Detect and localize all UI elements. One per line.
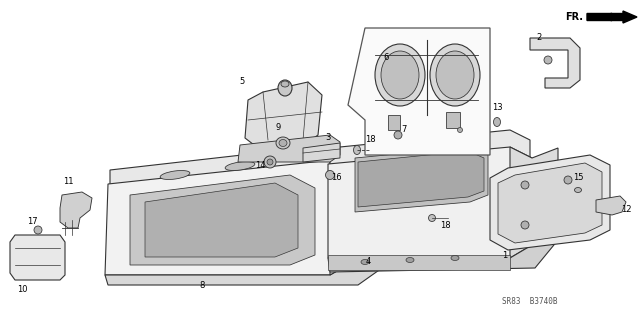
- Text: 4: 4: [365, 257, 371, 266]
- Polygon shape: [145, 183, 298, 257]
- Polygon shape: [245, 82, 322, 148]
- Polygon shape: [348, 28, 490, 155]
- Text: 8: 8: [199, 280, 205, 290]
- Ellipse shape: [406, 257, 414, 263]
- Ellipse shape: [451, 256, 459, 261]
- Text: 5: 5: [239, 78, 244, 86]
- Polygon shape: [446, 112, 460, 128]
- Text: 6: 6: [383, 53, 388, 62]
- Polygon shape: [328, 240, 558, 272]
- Polygon shape: [510, 147, 558, 258]
- Text: 3: 3: [325, 133, 331, 143]
- Polygon shape: [10, 235, 65, 280]
- Text: 7: 7: [401, 125, 406, 135]
- Text: 12: 12: [621, 205, 631, 214]
- Ellipse shape: [281, 81, 289, 87]
- Text: 1: 1: [502, 250, 508, 259]
- Text: 17: 17: [27, 218, 37, 226]
- Text: 10: 10: [17, 286, 28, 294]
- Polygon shape: [530, 38, 580, 88]
- Ellipse shape: [225, 161, 255, 170]
- Ellipse shape: [521, 181, 529, 189]
- Ellipse shape: [375, 44, 425, 106]
- Text: 11: 11: [63, 177, 73, 187]
- Text: FR.: FR.: [565, 12, 583, 22]
- Ellipse shape: [34, 226, 42, 234]
- Text: 15: 15: [573, 174, 583, 182]
- Ellipse shape: [429, 214, 435, 221]
- Ellipse shape: [458, 128, 463, 132]
- Ellipse shape: [564, 176, 572, 184]
- Polygon shape: [596, 196, 626, 215]
- Ellipse shape: [493, 117, 500, 127]
- Polygon shape: [388, 115, 400, 130]
- Ellipse shape: [575, 188, 582, 192]
- Ellipse shape: [436, 51, 474, 99]
- Polygon shape: [105, 260, 382, 285]
- Ellipse shape: [544, 56, 552, 64]
- Polygon shape: [110, 145, 355, 185]
- Ellipse shape: [326, 170, 335, 180]
- Ellipse shape: [394, 131, 402, 139]
- Polygon shape: [358, 151, 484, 207]
- Ellipse shape: [381, 51, 419, 99]
- Polygon shape: [490, 155, 610, 250]
- Text: 18: 18: [365, 136, 375, 145]
- Ellipse shape: [521, 221, 529, 229]
- Polygon shape: [328, 147, 532, 258]
- Ellipse shape: [276, 137, 290, 149]
- Polygon shape: [303, 143, 340, 162]
- Ellipse shape: [361, 259, 369, 264]
- Ellipse shape: [160, 171, 190, 180]
- Polygon shape: [238, 135, 340, 162]
- Polygon shape: [498, 163, 602, 243]
- Polygon shape: [330, 130, 530, 165]
- Text: 2: 2: [536, 33, 541, 42]
- Text: SR83  B3740B: SR83 B3740B: [502, 298, 557, 307]
- Text: 9: 9: [275, 123, 280, 132]
- Ellipse shape: [430, 44, 480, 106]
- FancyArrow shape: [587, 11, 637, 23]
- Ellipse shape: [264, 156, 276, 168]
- Polygon shape: [130, 175, 315, 265]
- Ellipse shape: [513, 190, 527, 200]
- Text: 16: 16: [331, 174, 341, 182]
- Text: 18: 18: [440, 220, 451, 229]
- Polygon shape: [60, 192, 92, 228]
- Polygon shape: [330, 160, 382, 275]
- Text: 13: 13: [492, 103, 502, 113]
- Ellipse shape: [353, 145, 360, 154]
- Polygon shape: [330, 148, 406, 175]
- Polygon shape: [105, 160, 356, 275]
- Ellipse shape: [278, 80, 292, 96]
- Text: 14: 14: [255, 160, 265, 169]
- Polygon shape: [328, 255, 510, 270]
- Polygon shape: [355, 147, 488, 212]
- Ellipse shape: [267, 159, 273, 165]
- Ellipse shape: [279, 139, 287, 146]
